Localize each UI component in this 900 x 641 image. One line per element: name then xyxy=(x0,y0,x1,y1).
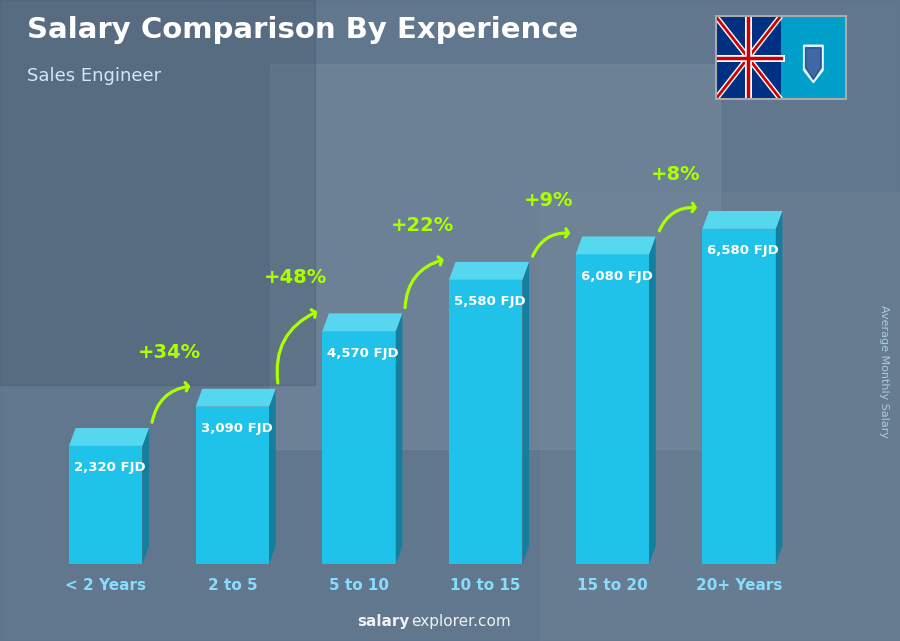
Text: 6,080 FJD: 6,080 FJD xyxy=(580,270,652,283)
Polygon shape xyxy=(195,389,275,406)
Text: +34%: +34% xyxy=(138,344,201,362)
Bar xyxy=(0,0,315,385)
Polygon shape xyxy=(396,313,402,564)
Polygon shape xyxy=(522,262,529,564)
Polygon shape xyxy=(649,237,656,564)
Polygon shape xyxy=(776,211,782,564)
Polygon shape xyxy=(322,313,402,331)
Polygon shape xyxy=(449,262,529,279)
Text: +8%: +8% xyxy=(651,165,700,185)
Polygon shape xyxy=(576,254,649,564)
Bar xyxy=(270,64,720,449)
Polygon shape xyxy=(781,16,846,99)
Polygon shape xyxy=(716,16,781,99)
Text: Salary Comparison By Experience: Salary Comparison By Experience xyxy=(27,16,578,44)
Polygon shape xyxy=(322,331,396,564)
Text: explorer.com: explorer.com xyxy=(411,615,511,629)
Text: +9%: +9% xyxy=(525,191,574,210)
Polygon shape xyxy=(702,211,782,229)
Polygon shape xyxy=(576,237,656,254)
Polygon shape xyxy=(806,47,821,79)
Text: 5,580 FJD: 5,580 FJD xyxy=(454,295,526,308)
Text: 6,580 FJD: 6,580 FJD xyxy=(707,244,779,257)
Text: 3,090 FJD: 3,090 FJD xyxy=(201,422,273,435)
Text: 2,320 FJD: 2,320 FJD xyxy=(74,461,146,474)
Polygon shape xyxy=(142,428,149,564)
Polygon shape xyxy=(269,389,275,564)
Text: Sales Engineer: Sales Engineer xyxy=(27,67,161,85)
Text: +22%: +22% xyxy=(391,217,454,235)
Text: salary: salary xyxy=(357,615,410,629)
Polygon shape xyxy=(195,406,269,564)
Polygon shape xyxy=(702,229,776,564)
Polygon shape xyxy=(69,428,149,446)
Text: 4,570 FJD: 4,570 FJD xyxy=(328,347,399,360)
Polygon shape xyxy=(449,279,522,564)
Polygon shape xyxy=(69,446,142,564)
Text: Average Monthly Salary: Average Monthly Salary xyxy=(878,305,889,438)
Polygon shape xyxy=(804,45,824,83)
Text: +48%: +48% xyxy=(264,268,328,287)
Bar xyxy=(540,192,900,641)
